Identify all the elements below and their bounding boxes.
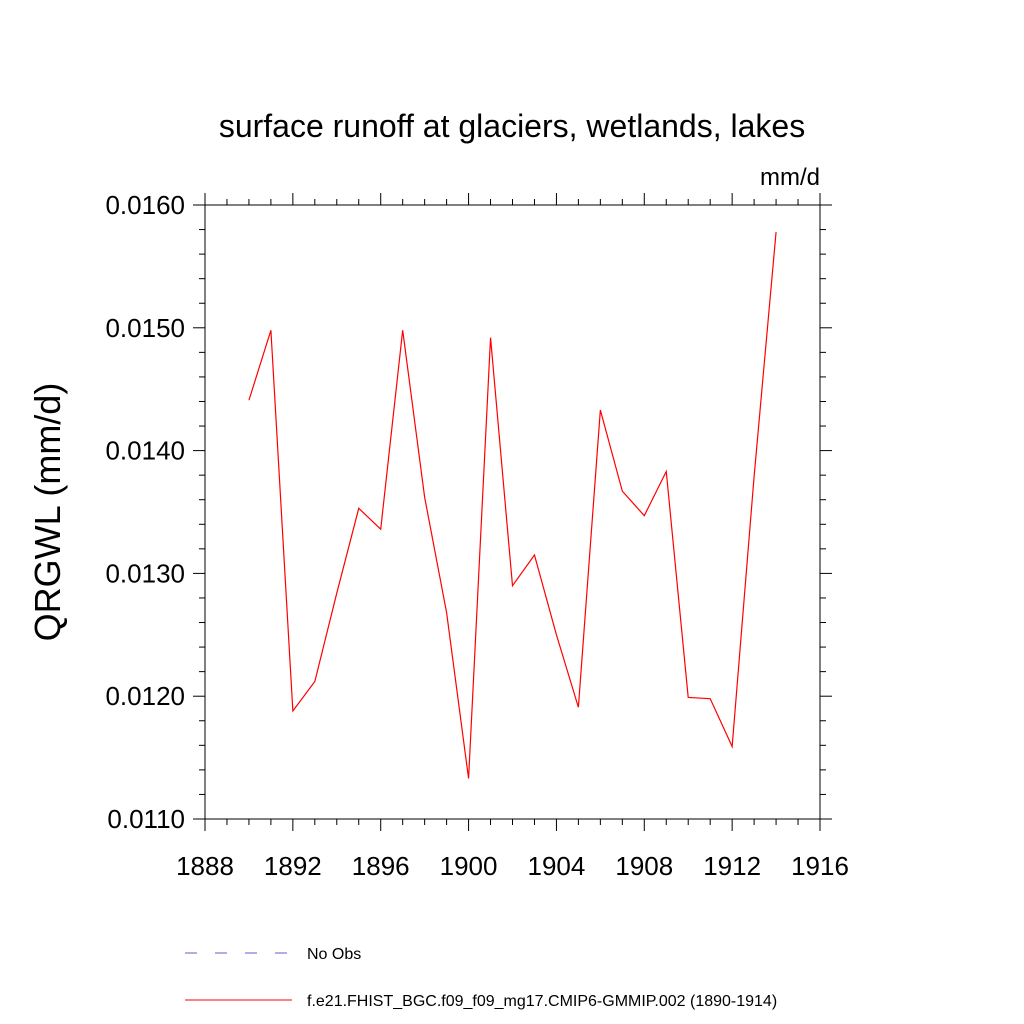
x-tick-label: 1912 — [703, 851, 761, 881]
y-tick-label: 0.0120 — [105, 681, 185, 711]
legend-label: No Obs — [307, 946, 361, 963]
legend-label: f.e21.FHIST_BGC.f09_f09_mg17.CMIP6-GMMIP… — [307, 993, 777, 1010]
y-tick-labels: 0.0110 0.0120 0.0130 0.0140 0.0150 0.0160 — [105, 190, 185, 834]
y-axis-label: QRGWL (mm/d) — [27, 383, 68, 642]
x-tick-labels: 1888 1892 1896 1900 1904 1908 1912 1916 — [176, 851, 849, 881]
x-tick-label: 1892 — [264, 851, 322, 881]
x-tick-label: 1916 — [791, 851, 849, 881]
y-tick-label: 0.0110 — [107, 804, 185, 834]
chart-title: surface runoff at glaciers, wetlands, la… — [219, 108, 805, 144]
x-tick-label: 1888 — [176, 851, 234, 881]
y-tick-label: 0.0150 — [105, 313, 185, 343]
series-line — [248, 231, 777, 779]
x-tick-label: 1896 — [352, 851, 410, 881]
x-tick-label: 1904 — [528, 851, 586, 881]
y-tick-label: 0.0130 — [105, 558, 185, 588]
y-tick-label: 0.0140 — [105, 436, 185, 466]
y-tick-label: 0.0160 — [105, 190, 185, 220]
series-lines — [248, 231, 777, 779]
x-tick-label: 1908 — [615, 851, 673, 881]
plot-frame — [204, 204, 821, 820]
legend: No Obs f.e21.FHIST_BGC.f09_f09_mg17.CMIP6… — [185, 946, 777, 1010]
x-tick-label: 1900 — [440, 851, 498, 881]
axis-ticks — [193, 193, 832, 831]
units-label: mm/d — [760, 164, 820, 191]
